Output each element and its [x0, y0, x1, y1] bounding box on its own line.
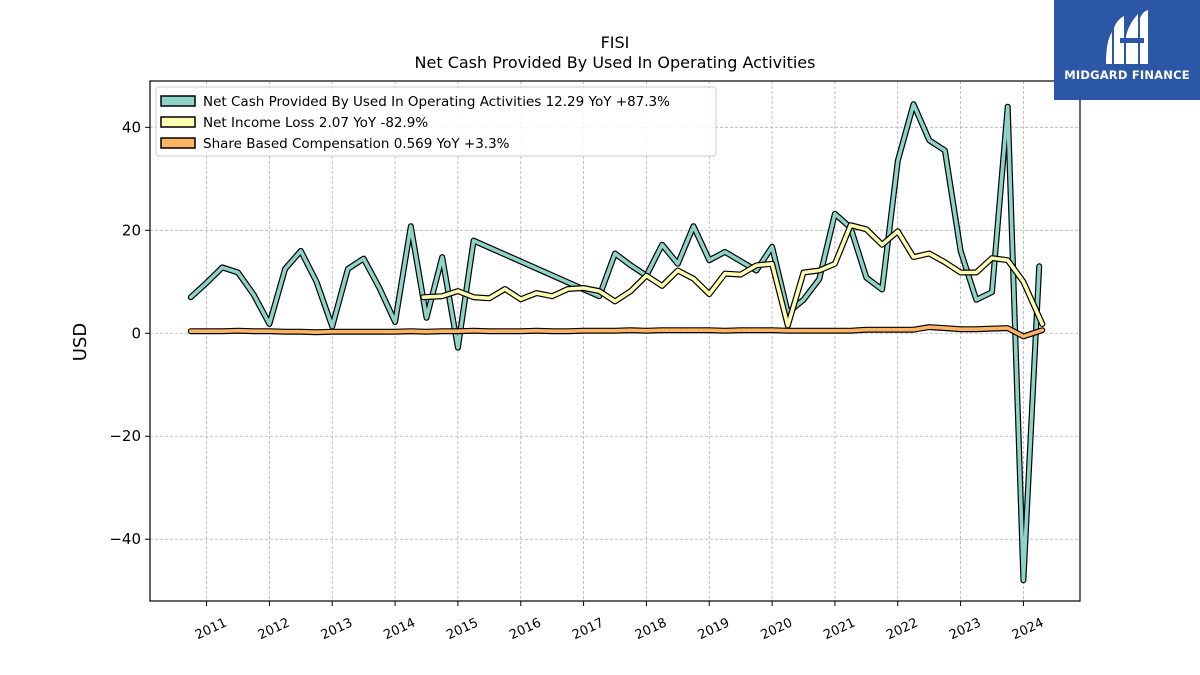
- legend-swatch-2: [160, 137, 196, 149]
- y-tick-label: 40: [122, 118, 141, 136]
- series-2-line: [189, 325, 1045, 339]
- series-layer: [187, 101, 1046, 584]
- series-0-line: [189, 102, 1041, 583]
- brand-logo: MIDGARD FINANCE: [1054, 0, 1200, 100]
- legend-entry-0: Net Cash Provided By Used In Operating A…: [203, 94, 670, 110]
- legend-swatch-0: [160, 95, 196, 107]
- logo-mark-icon: [1106, 10, 1148, 64]
- y-tick-label: 20: [122, 221, 141, 239]
- grid: [150, 81, 1080, 601]
- y-tick-label: −20: [109, 427, 141, 445]
- series-0-outline: [187, 101, 1043, 584]
- x-tick-label: 2024: [1010, 616, 1046, 644]
- logo-text: MIDGARD FINANCE: [1064, 68, 1190, 82]
- legend-swatch-1: [160, 116, 196, 128]
- x-tick-label: 2023: [947, 616, 983, 644]
- series-1-line: [421, 223, 1045, 328]
- x-tick-label: 2022: [884, 616, 920, 644]
- x-tick-label: 2016: [507, 616, 543, 644]
- x-tick-label: 2013: [319, 616, 355, 644]
- x-tick-label: 2020: [759, 616, 795, 644]
- chart-subtitle: Net Cash Provided By Used In Operating A…: [415, 53, 816, 72]
- legend-box: [155, 86, 717, 157]
- x-tick-label: 2018: [633, 616, 669, 644]
- plot-frame: [149, 80, 1081, 602]
- chart-title: FISI: [601, 33, 630, 52]
- x-tick-label: 2017: [570, 616, 606, 644]
- y-tick-label: 0: [131, 324, 141, 342]
- legend: Net Cash Provided By Used In Operating A…: [155, 86, 717, 157]
- x-tick-label: 2014: [382, 616, 418, 644]
- axes: −40 −20 0 20 40 2011 2012 2013 2014 2015 2016 2017 2…: [109, 118, 1046, 643]
- x-tick-label: 2015: [444, 616, 480, 644]
- y-tick-label: −40: [109, 530, 141, 548]
- legend-entry-1: Net Income Loss 2.07 YoY -82.9%: [203, 115, 428, 131]
- x-tick-label: 2019: [696, 616, 732, 644]
- x-tick-label: 2021: [821, 616, 857, 644]
- x-tick-label: 2011: [193, 616, 229, 644]
- x-tick-label: 2012: [256, 616, 292, 644]
- y-axis-label: USD: [70, 323, 91, 361]
- legend-entry-2: Share Based Compensation 0.569 YoY +3.3%: [203, 136, 510, 152]
